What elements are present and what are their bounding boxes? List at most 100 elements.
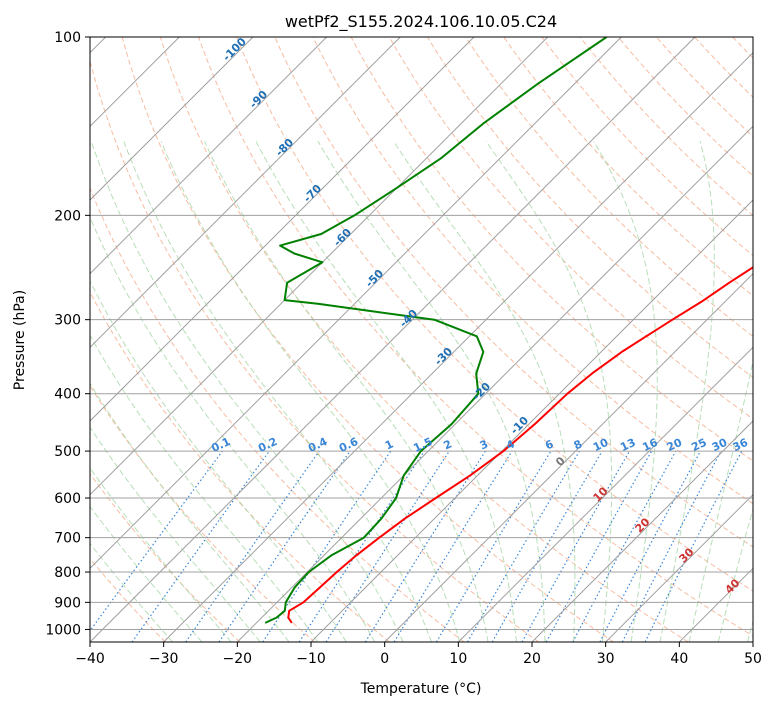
plot-frame <box>89 36 754 643</box>
isotherm <box>90 37 475 422</box>
mixing-ratio-label: 3 <box>478 437 490 452</box>
moist-adiabat <box>90 382 290 642</box>
dry-adiabat <box>90 557 166 642</box>
mixing-ratio-label: 13 <box>618 436 637 454</box>
mixing-ratio-label: 1 <box>383 437 395 452</box>
x-tick-label: 20 <box>523 651 541 667</box>
mixing-ratio-label: 10 <box>591 436 611 454</box>
mixing-ratio-label: 0.4 <box>306 435 329 455</box>
isotherm <box>90 37 622 570</box>
isotherm <box>752 641 753 642</box>
x-tick-label: 10 <box>449 651 467 667</box>
mixing-ratio-line <box>545 450 653 642</box>
dry-adiabat <box>426 37 753 379</box>
isotherm <box>163 51 753 642</box>
dry-adiabat-label: -10 <box>508 414 531 437</box>
mixing-ratio-line <box>218 450 351 642</box>
mixing-ratio-line <box>131 450 270 642</box>
y-tick-label: 100 <box>54 30 81 46</box>
x-tick-label: −20 <box>223 651 253 667</box>
moist-adiabat <box>160 141 461 642</box>
dry-adiabat <box>350 37 753 462</box>
x-axis-label: Temperature (°C) <box>360 681 482 697</box>
x-tick-label: −10 <box>296 651 326 667</box>
moist-adiabat-label: 40 <box>723 576 743 596</box>
mixing-ratio-label: 36 <box>731 436 751 454</box>
dry-adiabat <box>465 37 753 338</box>
dry-adiabat <box>90 291 390 642</box>
mixing-ratio-line <box>521 450 631 642</box>
isotherm <box>605 493 753 642</box>
dry-adiabat-label: -30 <box>432 345 455 368</box>
y-tick-label: 700 <box>54 531 81 547</box>
mixing-ratio-label: 20 <box>665 436 685 454</box>
dry-adiabat <box>121 37 614 642</box>
isotherm <box>90 37 328 275</box>
dry-adiabat <box>236 37 753 592</box>
dry-adiabat <box>274 37 753 548</box>
moist-adiabat <box>123 141 432 642</box>
isotherm <box>678 567 753 642</box>
moist-adiabat <box>90 141 404 642</box>
grid-layer <box>90 37 775 642</box>
dry-adiabat <box>732 37 753 59</box>
y-axis-label: Pressure (hPa) <box>12 290 28 390</box>
dewpoint-line <box>264 37 608 624</box>
dry-adiabat <box>90 186 465 642</box>
dry-adiabat-label: -60 <box>331 226 354 249</box>
dry-adiabat-label: -100 <box>220 35 249 64</box>
dry-adiabat-label: -80 <box>273 136 296 159</box>
dry-adiabat-label: -90 <box>247 88 270 111</box>
x-tick-label: 50 <box>744 651 762 667</box>
mixing-ratio-label: 16 <box>640 436 660 454</box>
moist-adiabat <box>90 467 232 642</box>
x-tick-label: −40 <box>75 651 105 667</box>
chart-title: wetPf2_S155.2024.106.10.05.C24 <box>285 12 557 32</box>
mixing-ratio-line <box>262 450 392 642</box>
isotherm <box>310 199 753 642</box>
y-tick-label: 800 <box>54 565 81 581</box>
dry-adiabat <box>694 37 753 98</box>
x-tick-label: 40 <box>670 651 688 667</box>
dry-adiabat <box>198 37 753 637</box>
isotherm <box>90 37 549 496</box>
mixing-ratio-line <box>644 450 743 642</box>
mixing-ratio-label: 4 <box>504 437 517 452</box>
x-tick-label: 30 <box>597 651 615 667</box>
isotherm <box>90 37 696 642</box>
dry-adiabat-label: -50 <box>363 267 386 290</box>
dry-adiabat <box>90 59 540 642</box>
isotherm <box>457 346 753 642</box>
temperature-line <box>287 266 753 624</box>
dry-adiabat <box>771 37 775 642</box>
moist-adiabat <box>90 505 203 642</box>
mixing-ratio-label: 0.2 <box>256 435 279 455</box>
mixing-ratio-label: 25 <box>689 436 708 454</box>
mixing-ratio-label: 30 <box>710 436 730 454</box>
moist-adiabat-label: 30 <box>677 545 697 565</box>
moist-adiabat-label: 20 <box>633 515 653 535</box>
mixing-ratio-line <box>393 450 513 642</box>
mixing-ratio-label: 0.6 <box>337 435 360 455</box>
moist-adiabat <box>688 358 753 642</box>
mixing-ratio-line <box>185 450 320 642</box>
dry-adiabat <box>656 37 753 138</box>
moist-adiabat <box>90 215 376 642</box>
dry-adiabat-label: -70 <box>301 182 324 205</box>
isotherm <box>90 37 254 201</box>
y-tick-label: 200 <box>54 208 81 224</box>
dry-adiabat <box>90 472 241 642</box>
dry-adiabat <box>159 37 689 642</box>
y-tick-label: 1000 <box>45 622 81 638</box>
mixing-ratio-line <box>325 450 450 642</box>
y-tick-label: 600 <box>54 491 81 507</box>
y-tick-label: 900 <box>54 595 81 611</box>
mixing-ratio-line <box>572 450 677 642</box>
dry-adiabat <box>541 37 753 257</box>
mixing-ratio-line <box>298 450 425 642</box>
moist-adiabat <box>747 619 753 642</box>
dry-adiabat <box>90 384 316 642</box>
isotherm <box>531 420 753 642</box>
dry-adiabat <box>503 37 753 297</box>
